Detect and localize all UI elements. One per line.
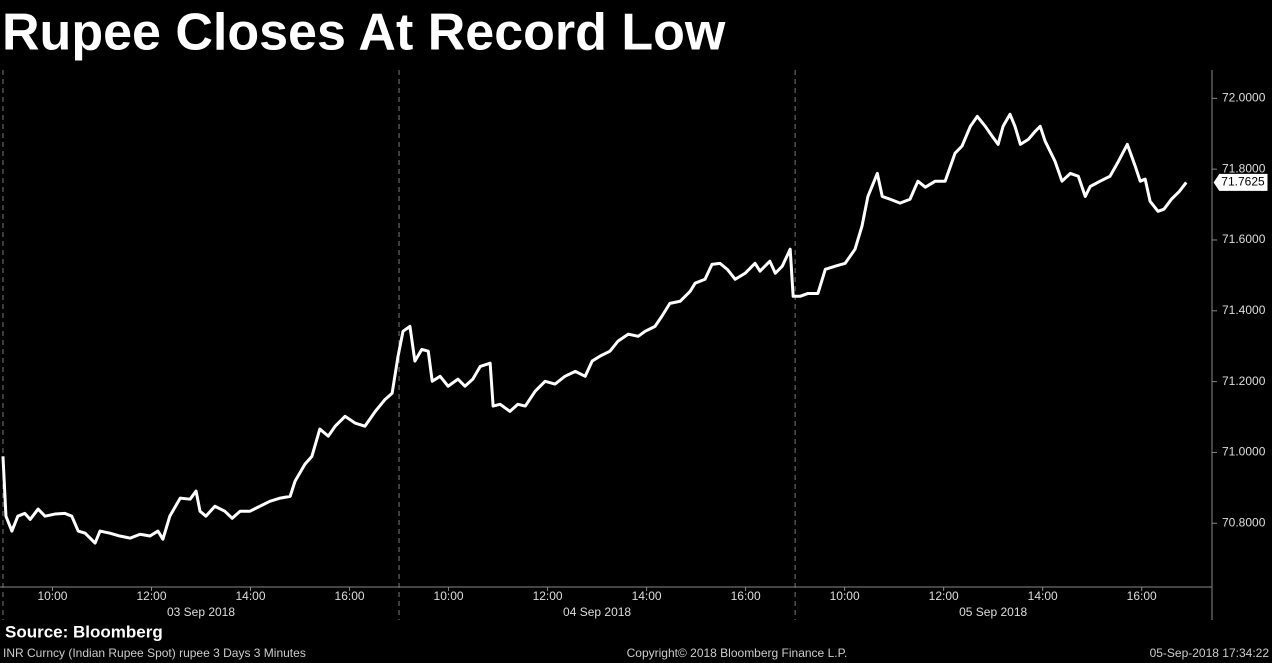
- timestamp: 05-Sep-2018 17:34:22: [1150, 646, 1270, 660]
- x-tick-label: 10:00: [37, 589, 67, 603]
- y-tick-label: 71.6000: [1222, 232, 1266, 246]
- x-tick-label: 16:00: [335, 589, 365, 603]
- y-tick-label: 70.8000: [1222, 515, 1266, 529]
- x-tick-label: 10:00: [830, 589, 860, 603]
- copyright: Copyright© 2018 Bloomberg Finance L.P.: [627, 646, 848, 660]
- chart-title: Rupee Closes At Record Low: [2, 4, 726, 62]
- day-label: 05 Sep 2018: [959, 605, 1027, 619]
- x-tick-label: 14:00: [1028, 589, 1058, 603]
- footnote: INR Curncy (Indian Rupee Spot) rupee 3 D…: [3, 646, 306, 660]
- x-tick-label: 12:00: [136, 589, 166, 603]
- y-tick-label: 72.0000: [1222, 91, 1266, 105]
- y-tick-label: 71.2000: [1222, 374, 1266, 388]
- x-tick-label: 14:00: [632, 589, 662, 603]
- x-tick-label: 16:00: [1127, 589, 1157, 603]
- x-tick-label: 10:00: [434, 589, 464, 603]
- x-tick-label: 12:00: [929, 589, 959, 603]
- last-value-tag: [1212, 172, 1269, 192]
- y-tick-label: 71.8000: [1222, 161, 1266, 175]
- x-tick-label: 16:00: [731, 589, 761, 603]
- day-label: 03 Sep 2018: [167, 605, 235, 619]
- day-label: 04 Sep 2018: [563, 605, 631, 619]
- last-value-label: 71.7625: [1221, 175, 1265, 189]
- x-tick-label: 12:00: [533, 589, 563, 603]
- x-tick-label: 14:00: [236, 589, 266, 603]
- price-line: [1, 112, 1188, 545]
- y-tick-label: 71.0000: [1222, 445, 1266, 459]
- y-tick-label: 71.4000: [1222, 303, 1266, 317]
- source: Source: Bloomberg: [5, 622, 163, 641]
